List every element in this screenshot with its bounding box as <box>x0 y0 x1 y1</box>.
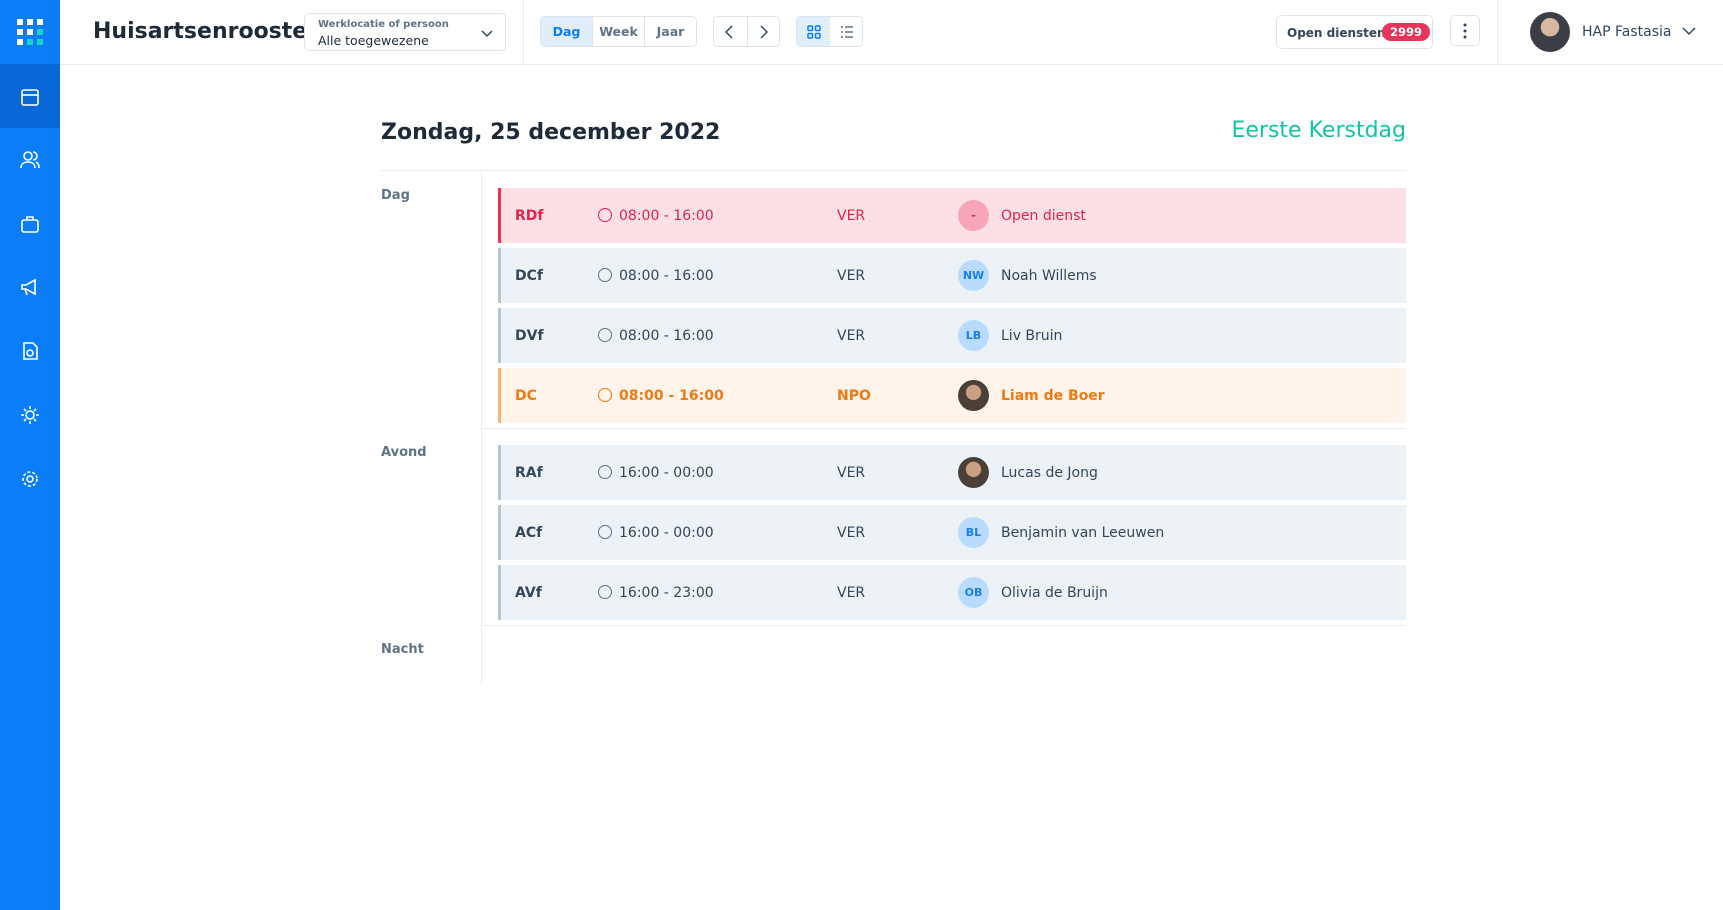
layout-toggle <box>796 16 863 47</box>
shift-time: 16:00 - 00:00 <box>619 524 714 541</box>
shift-code: ACf <box>515 524 543 541</box>
nav-work[interactable] <box>20 214 40 234</box>
nav-finance[interactable] <box>20 341 40 361</box>
next-button[interactable] <box>756 25 772 39</box>
avatar: LB <box>958 320 989 351</box>
person-name: Olivia de Bruijn <box>1001 584 1108 601</box>
app-logo[interactable] <box>17 19 43 45</box>
view-button[interactable]: Jaar <box>644 17 696 46</box>
section-label: Nacht <box>381 642 424 657</box>
avatar: NW <box>958 260 989 291</box>
shift-row[interactable]: RAf 16:00 - 00:00 VER Lucas de Jong <box>498 445 1406 500</box>
open-services-count: 2999 <box>1382 23 1431 41</box>
shift-row[interactable]: DC 08:00 - 16:00 NPO Liam de Boer <box>498 368 1406 423</box>
open-services-label: Open diensten <box>1287 26 1386 40</box>
list-icon[interactable] <box>840 25 854 39</box>
clock-icon <box>598 525 612 539</box>
user-chevron[interactable] <box>1682 25 1696 37</box>
user-avatar[interactable] <box>1530 12 1570 52</box>
nav-people[interactable] <box>20 150 40 170</box>
shift-code: DC <box>515 387 537 404</box>
sidebar <box>0 0 60 910</box>
shift-time: 16:00 - 23:00 <box>619 584 714 601</box>
section-divider <box>481 625 1406 626</box>
avatar-photo <box>958 457 989 488</box>
section-column-line <box>481 625 482 685</box>
shift-time: 08:00 - 16:00 <box>619 327 714 344</box>
clock-icon <box>598 268 612 282</box>
shift-code: RAf <box>515 464 543 481</box>
day-date: Zondag, 25 december 2022 <box>381 120 721 145</box>
clock-icon <box>598 465 612 479</box>
person-name: Liam de Boer <box>1001 387 1105 404</box>
header-divider <box>381 170 1406 171</box>
more-icon <box>1463 23 1467 39</box>
shift-row[interactable]: DCf 08:00 - 16:00 VER NW Noah Willems <box>498 248 1406 303</box>
divider <box>747 17 748 46</box>
section-label: Avond <box>381 445 427 460</box>
clock-icon <box>598 585 612 599</box>
shift-time: 08:00 - 16:00 <box>619 207 714 224</box>
section-divider <box>481 428 1406 429</box>
prev-button[interactable] <box>722 25 738 39</box>
open-services-button[interactable]: Open diensten 2999 <box>1276 15 1433 49</box>
grid-icon <box>807 25 821 39</box>
holiday: Eerste Kerstdag <box>1231 118 1406 143</box>
shift-time: 08:00 - 16:00 <box>619 267 714 284</box>
topbar-border <box>60 64 1723 65</box>
view-button[interactable]: Dag <box>541 17 592 46</box>
shift-row[interactable]: DVf 08:00 - 16:00 VER LB Liv Bruin <box>498 308 1406 363</box>
view-button[interactable]: Week <box>592 17 644 46</box>
chevron <box>481 30 493 38</box>
shift-row[interactable]: AVf 16:00 - 23:00 VER OB Olivia de Bruijn <box>498 565 1406 620</box>
section-column-line <box>481 428 482 625</box>
shift-code: DVf <box>515 327 544 344</box>
nav-holiday[interactable] <box>20 405 40 425</box>
avatar: BL <box>958 517 989 548</box>
section-column-line <box>481 171 482 428</box>
avatar: - <box>958 200 989 231</box>
person-name: Lucas de Jong <box>1001 464 1098 481</box>
nav-calendar[interactable] <box>20 87 40 107</box>
more-button[interactable] <box>1450 15 1480 46</box>
person-name: Benjamin van Leeuwen <box>1001 524 1165 541</box>
clock-icon <box>598 388 612 402</box>
section-label: Dag <box>381 188 410 203</box>
shift-type: NPO <box>837 387 871 404</box>
select-value: Alle toegewezene <box>318 33 429 48</box>
active-nav[interactable] <box>0 64 60 128</box>
person-name: Liv Bruin <box>1001 327 1063 344</box>
shift-type: VER <box>837 524 866 541</box>
select-label: Werklocatie of persoon <box>318 19 449 30</box>
shift-time: 16:00 - 00:00 <box>619 464 714 481</box>
person-name: Open dienst <box>1001 207 1086 224</box>
date-nav <box>713 16 780 47</box>
shift-type: VER <box>837 327 866 344</box>
location-select[interactable]: Werklocatie of persoon Alle toegewezene <box>304 13 506 51</box>
nav-settings[interactable] <box>20 469 40 489</box>
clock-icon <box>598 328 612 342</box>
separator <box>1497 0 1498 64</box>
user-name[interactable]: HAP Fastasia <box>1582 24 1672 40</box>
shift-type: VER <box>837 207 866 224</box>
shift-row[interactable]: ACf 16:00 - 00:00 VER BL Benjamin van Leeuwe… <box>498 505 1406 560</box>
grid-button[interactable] <box>797 17 830 46</box>
shift-code: AVf <box>515 584 542 601</box>
shift-code: DCf <box>515 267 543 284</box>
view-toggle: Dag Week Jaar <box>540 16 697 47</box>
app-title: Huisartsenrooster <box>93 19 319 44</box>
shift-code: RDf <box>515 207 544 224</box>
clock-icon <box>598 208 612 222</box>
nav-announce[interactable] <box>20 277 40 297</box>
separator <box>523 0 524 64</box>
person-name: Noah Willems <box>1001 267 1097 284</box>
shift-type: VER <box>837 464 866 481</box>
shift-type: VER <box>837 584 866 601</box>
shift-row[interactable]: RDf 08:00 - 16:00 VER - Open dienst <box>498 188 1406 243</box>
shift-type: VER <box>837 267 866 284</box>
avatar: OB <box>958 577 989 608</box>
shift-time: 08:00 - 16:00 <box>619 387 724 404</box>
avatar-photo <box>958 380 989 411</box>
